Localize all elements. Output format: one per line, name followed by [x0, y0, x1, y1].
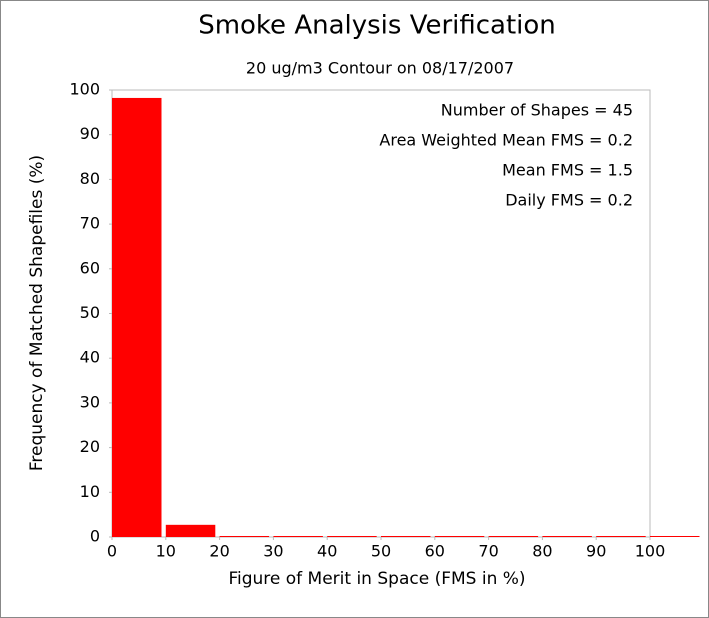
bar [434, 536, 485, 537]
bar [596, 536, 646, 537]
y-tick-label: 20 [80, 437, 100, 456]
x-tick-label: 70 [478, 542, 498, 561]
annotation: Daily FMS = 0.2 [505, 191, 633, 210]
x-tick-label: 0 [107, 542, 117, 561]
x-tick-label: 40 [317, 542, 337, 561]
bar [327, 536, 377, 537]
bar [381, 536, 431, 537]
bar [112, 97, 162, 537]
y-axis-label: Frequency of Matched Shapefiles (%) [27, 155, 47, 471]
x-tick-label: 60 [425, 542, 445, 561]
bar [165, 524, 216, 537]
y-tick-label: 0 [90, 527, 100, 546]
y-tick-label: 60 [80, 258, 100, 277]
bar [542, 536, 592, 537]
annotation: Mean FMS = 1.5 [502, 161, 633, 180]
bar [273, 536, 323, 537]
chart-subtitle: 20 ug/m3 Contour on 08/17/2007 [246, 59, 514, 78]
y-tick-label: 30 [80, 392, 100, 411]
x-tick-label: 50 [371, 542, 391, 561]
x-tick-label: 20 [209, 542, 229, 561]
bar [488, 536, 539, 537]
y-tick-label: 90 [80, 124, 100, 143]
y-tick-label: 10 [80, 482, 100, 501]
bar [650, 536, 700, 537]
x-tick-label: 80 [532, 542, 552, 561]
y-tick-label: 100 [69, 80, 100, 99]
chart-title: Smoke Analysis Verification [198, 11, 556, 41]
annotation: Area Weighted Mean FMS = 0.2 [379, 131, 633, 150]
x-tick-label: 100 [635, 542, 666, 561]
y-tick-label: 50 [80, 303, 100, 322]
bar [219, 536, 270, 537]
annotation: Number of Shapes = 45 [441, 101, 633, 120]
y-tick-label: 80 [80, 169, 100, 188]
x-tick-label: 30 [263, 542, 283, 561]
x-tick-label: 10 [156, 542, 176, 561]
x-axis-label: Figure of Merit in Space (FMS in %) [228, 569, 525, 589]
y-tick-label: 70 [80, 214, 100, 233]
y-tick-label: 40 [80, 348, 100, 367]
x-tick-label: 90 [586, 542, 606, 561]
